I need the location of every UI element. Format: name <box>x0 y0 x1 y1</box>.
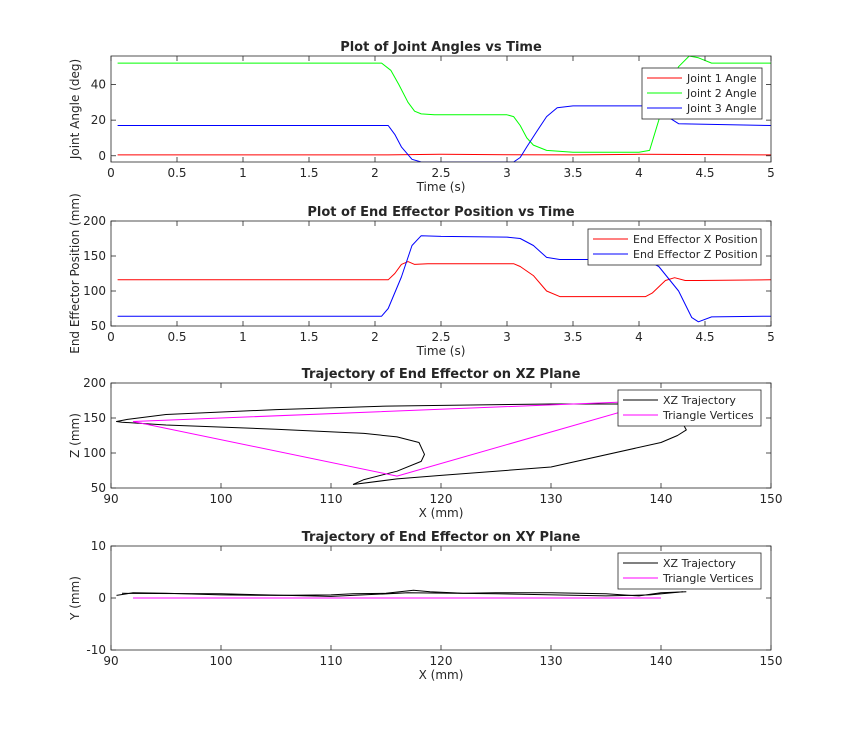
y-axis-label: Z (mm) <box>68 413 82 458</box>
chart-4: 90 100 110 120 130 140 150 -10 0 10 Trajectory of … <box>68 530 782 682</box>
x-tick-label: 4 <box>635 166 643 180</box>
x-tick-label: 4.5 <box>695 166 714 180</box>
x-tick-label: 2.5 <box>431 166 450 180</box>
series-group <box>117 235 771 323</box>
y-tick-label: 40 <box>91 78 106 92</box>
legend-label: XZ Trajectory <box>663 557 736 570</box>
x-tick-label: 3.5 <box>563 166 582 180</box>
series-line-1 <box>117 153 771 156</box>
legend-label: Joint 3 Angle <box>686 102 757 115</box>
chart-2: 0 0.5 1 1.5 2 2.5 3 3.5 4 4.5 5 50 100 150 200 Plot of … <box>68 193 775 358</box>
x-tick-label: 120 <box>430 654 453 668</box>
x-tick-label: 110 <box>320 492 343 506</box>
x-tick-label: 130 <box>540 654 563 668</box>
series-line-2 <box>117 235 771 323</box>
legend-box <box>617 552 762 590</box>
y-tick-label: 100 <box>83 446 106 460</box>
x-tick-label: 4 <box>635 330 643 344</box>
x-tick-label: 3 <box>503 166 511 180</box>
x-tick-label: 0.5 <box>167 166 186 180</box>
series-line-1 <box>117 261 771 298</box>
legend: End Effector X Position End Effector Z Po… <box>587 228 762 266</box>
series-group <box>116 400 687 485</box>
legend: Joint 1 Angle Joint 2 Angle Joint 3 Angle <box>641 67 763 120</box>
x-tick-label: 130 <box>540 492 563 506</box>
series-line-2 <box>132 400 662 477</box>
legend-label: Triangle Vertices <box>662 572 754 585</box>
y-tick-label: 20 <box>91 113 106 127</box>
y-tick-label: 100 <box>83 284 106 298</box>
x-tick-label: 90 <box>103 492 118 506</box>
chart-title: Plot of End Effector Position vs Time <box>307 205 574 220</box>
series-group <box>116 589 687 599</box>
y-tick-label: 10 <box>91 539 106 553</box>
x-tick-label: 150 <box>760 654 783 668</box>
x-tick-label: 4.5 <box>695 330 714 344</box>
x-tick-label: 140 <box>650 492 673 506</box>
x-tick-label: 140 <box>650 654 673 668</box>
legend-box <box>617 389 762 427</box>
chart-title: Trajectory of End Effector on XY Plane <box>302 530 581 545</box>
x-tick-label: 100 <box>210 654 233 668</box>
y-axis-label: Joint Angle (deg) <box>68 59 82 160</box>
x-tick-label: 0 <box>107 166 115 180</box>
series-line-1 <box>116 403 687 485</box>
legend-label: Triangle Vertices <box>662 409 754 422</box>
x-tick-label: 2 <box>371 330 379 344</box>
legend: XZ Trajectory Triangle Vertices <box>617 389 762 427</box>
legend-label: End Effector Z Position <box>633 248 758 261</box>
series-line-2 <box>117 56 771 153</box>
y-axis-label: End Effector Position (mm) <box>68 193 82 354</box>
y-tick-label: 50 <box>91 319 106 333</box>
y-tick-label: 150 <box>83 249 106 263</box>
x-tick-label: 1 <box>239 166 247 180</box>
y-tick-label: -10 <box>86 643 106 657</box>
x-axis-label: X (mm) <box>419 668 464 682</box>
series-line-2 <box>121 591 684 597</box>
legend-box <box>587 228 762 266</box>
legend-label: Joint 1 Angle <box>686 72 757 85</box>
x-tick-label: 3 <box>503 330 511 344</box>
y-tick-label: 50 <box>91 481 106 495</box>
x-axis-label: X (mm) <box>419 506 464 520</box>
chart-title: Trajectory of End Effector on XZ Plane <box>302 367 581 382</box>
x-tick-label: 100 <box>210 492 233 506</box>
x-tick-label: 3.5 <box>563 330 582 344</box>
chart-3: 90 100 110 120 130 140 150 50 100 150 200 Trajector… <box>68 367 782 520</box>
y-tick-label: 200 <box>83 376 106 390</box>
legend-label: XZ Trajectory <box>663 394 736 407</box>
y-tick-label: 0 <box>98 149 106 163</box>
y-axis-label: Y (mm) <box>68 576 82 621</box>
legend-label: End Effector X Position <box>633 233 758 246</box>
x-tick-label: 1 <box>239 330 247 344</box>
x-tick-label: 0.5 <box>167 330 186 344</box>
y-tick-label: 0 <box>98 591 106 605</box>
x-tick-label: 1.5 <box>299 330 318 344</box>
chart-1: 0 0.5 1 1.5 2 2.5 3 3.5 4 4.5 5 0 20 40 Plot of Joint … <box>68 40 775 194</box>
x-axis-label: Time (s) <box>416 180 466 194</box>
legend-label: Joint 2 Angle <box>686 87 757 100</box>
x-tick-label: 150 <box>760 492 783 506</box>
series-line-1 <box>116 589 687 597</box>
x-axis-label: Time (s) <box>416 344 466 358</box>
x-tick-label: 90 <box>103 654 118 668</box>
legend: XZ Trajectory Triangle Vertices <box>617 552 762 590</box>
x-tick-label: 2 <box>371 166 379 180</box>
x-tick-label: 5 <box>767 330 775 344</box>
chart-title: Plot of Joint Angles vs Time <box>340 40 542 55</box>
x-tick-label: 1.5 <box>299 166 318 180</box>
y-tick-label: 200 <box>83 214 106 228</box>
x-tick-label: 120 <box>430 492 453 506</box>
y-tick-label: 150 <box>83 411 106 425</box>
x-tick-label: 2.5 <box>431 330 450 344</box>
x-tick-label: 0 <box>107 330 115 344</box>
x-tick-label: 5 <box>767 166 775 180</box>
x-tick-label: 110 <box>320 654 343 668</box>
